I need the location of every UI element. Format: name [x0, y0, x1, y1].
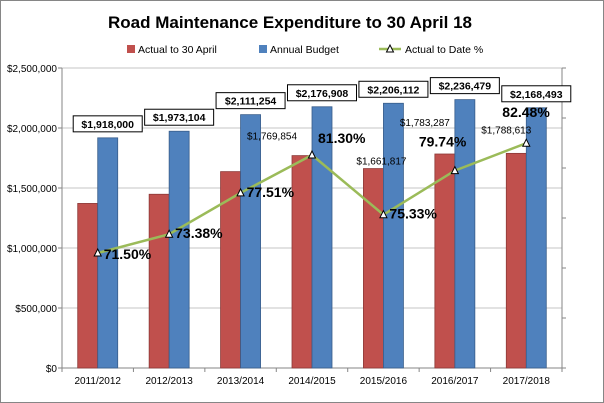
- actual-bar: [363, 168, 384, 369]
- actual-label: $1,769,854: [247, 132, 297, 143]
- x-tick-label: 2016/2017: [431, 376, 479, 387]
- y-tick-label: $1,500,000: [7, 184, 57, 195]
- y-tick-label: $2,000,000: [7, 124, 57, 135]
- triangle-marker: [236, 187, 245, 197]
- budget-label: $1,973,104: [153, 112, 206, 124]
- x-tick-label: 2013/2014: [217, 376, 265, 387]
- actual-bar: [77, 203, 99, 369]
- triangle-marker: [521, 138, 531, 147]
- line-series: [93, 138, 531, 257]
- actual-label: $1,783,287: [400, 118, 450, 129]
- actual-bar: [148, 193, 170, 369]
- triangle-marker: [307, 149, 317, 159]
- actual-bar: [220, 171, 241, 369]
- percent-label: 73.38%: [175, 225, 223, 241]
- legend: Actual to 30 April Annual Budget Actual to…: [127, 43, 483, 56]
- percent-label: 71.50%: [104, 246, 152, 262]
- budget-label-box: [215, 92, 286, 110]
- actual-bar: [505, 152, 527, 369]
- budget-label-box: [501, 85, 572, 103]
- budget-label: $2,176,908: [296, 88, 349, 100]
- chart-title: Road Maintenance Expenditure to 30 April…: [108, 13, 472, 32]
- budget-bar: [240, 114, 261, 369]
- budget-bar: [383, 102, 404, 369]
- percent-label: 77.51%: [247, 184, 295, 200]
- x-tick-label: 2015/2016: [360, 376, 408, 387]
- legend-entry: Annual Budget: [270, 44, 339, 56]
- budget-label-box: [429, 77, 500, 95]
- triangle-marker: [93, 247, 103, 257]
- legend-entry: Actual to 30 April: [138, 44, 217, 56]
- budget-label: $1,918,000: [81, 119, 134, 131]
- budget-label-box: [358, 80, 429, 98]
- budget-label: $2,168,493: [510, 89, 563, 101]
- actual-label: $1,788,613: [481, 125, 531, 136]
- gridlines: $0 $500,000 $1,000,000 $1,500,000 $2,000,000…: [7, 64, 566, 387]
- triangle-marker: [450, 165, 460, 175]
- budget-label-box: [72, 115, 143, 133]
- budget-label: $2,111,254: [225, 96, 277, 108]
- legend-swatch: [127, 45, 135, 53]
- percent-label: 79.74%: [419, 134, 467, 150]
- percent-label: 75.33%: [389, 206, 437, 222]
- percent-label: 82.48%: [502, 104, 550, 120]
- x-tick-label: 2012/2013: [146, 376, 194, 387]
- budget-label-box: [287, 84, 357, 102]
- budget-bar: [525, 107, 547, 369]
- x-tick-label: 2011/2012: [74, 376, 121, 387]
- y-tick-label: $0: [46, 364, 58, 375]
- y-tick-label: $500,000: [15, 304, 57, 315]
- budget-bar: [168, 130, 190, 369]
- y-tick-label: $2,500,000: [7, 64, 57, 75]
- triangle-marker: [164, 229, 174, 238]
- bars: [77, 99, 547, 369]
- budget-label: $2,236,479: [439, 81, 492, 93]
- actual-label: $1,661,817: [356, 157, 406, 168]
- actual-bar: [434, 153, 456, 369]
- budget-bar: [454, 99, 476, 369]
- x-tick-label: 2014/2015: [288, 376, 336, 387]
- budget-bar: [311, 106, 333, 369]
- data-labels: $1,918,000 $1,973,104 $2,111,254 $2,176,908…: [72, 77, 572, 262]
- actual-bar: [291, 155, 313, 369]
- budget-label-box: [144, 108, 215, 126]
- y-tick-label: $1,000,000: [7, 244, 57, 255]
- legend-entry: Actual to Date %: [405, 44, 483, 56]
- legend-triangle-marker: [385, 43, 395, 53]
- percent-label: 81.30%: [318, 130, 366, 146]
- budget-label: $2,206,112: [367, 84, 419, 96]
- x-tick-label: 2017/2018: [503, 376, 551, 387]
- triangle-marker: [379, 209, 388, 219]
- legend-swatch: [259, 45, 267, 53]
